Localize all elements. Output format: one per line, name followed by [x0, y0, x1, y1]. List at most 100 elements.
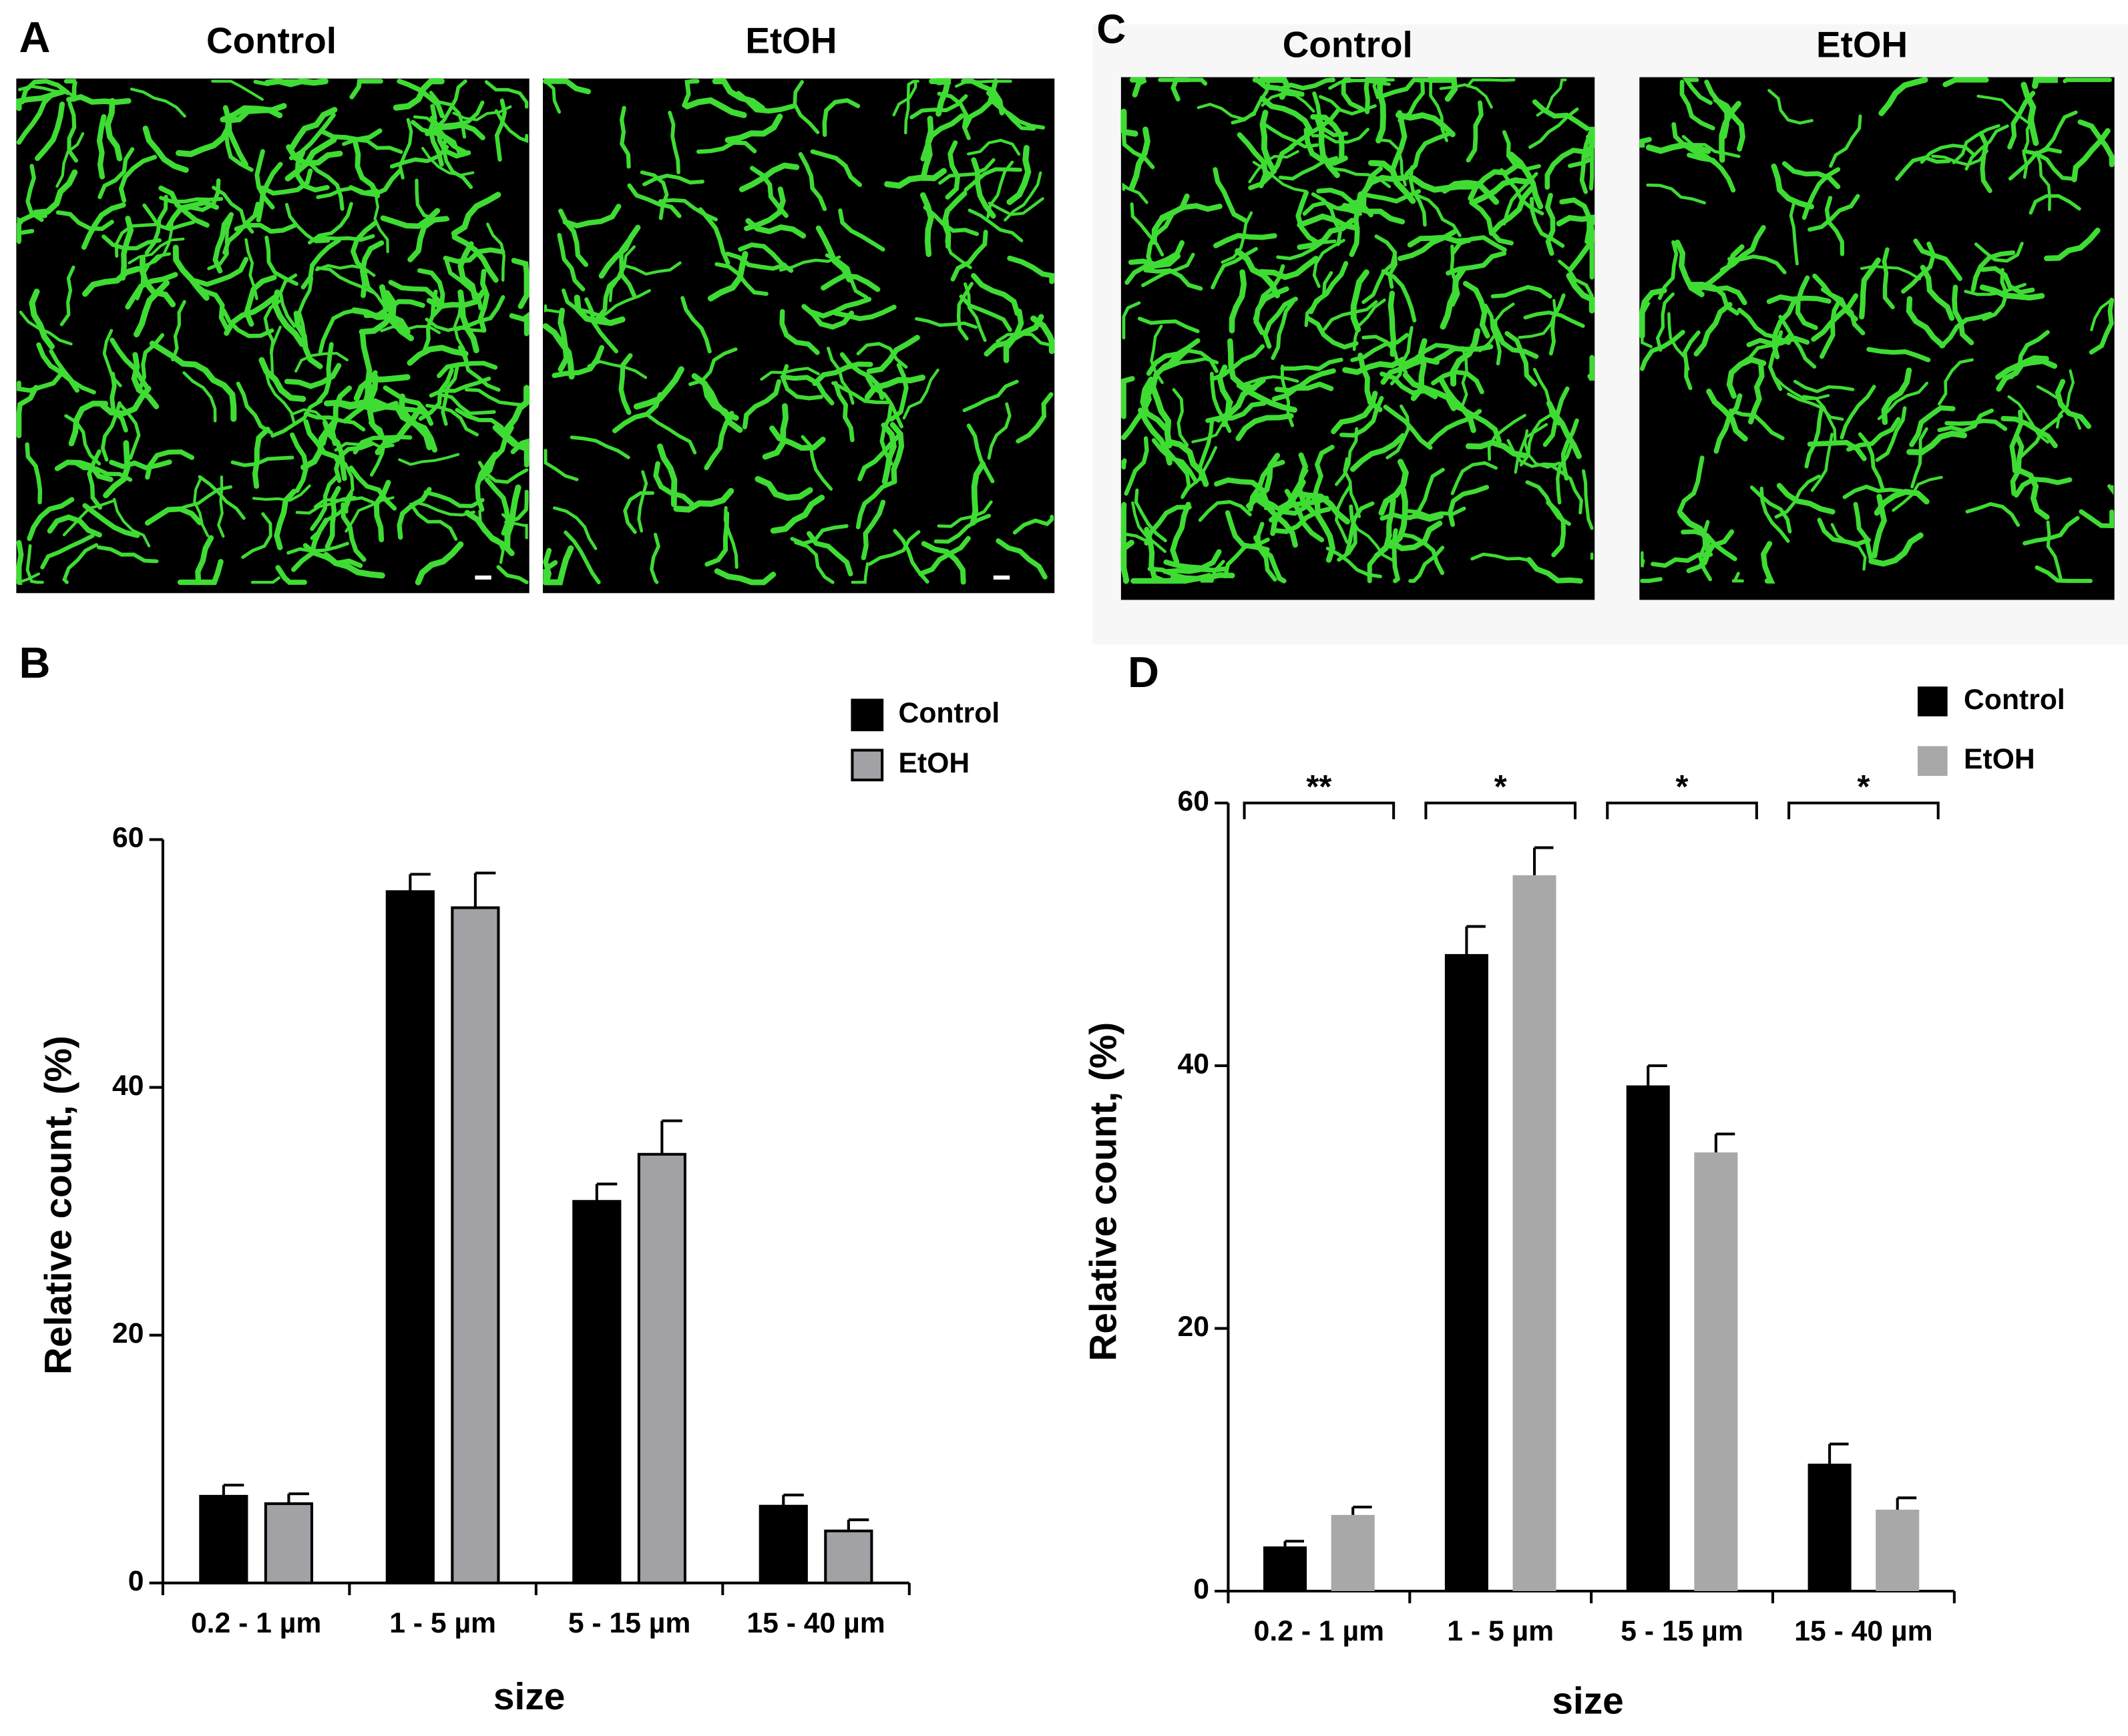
vessel: [865, 376, 904, 429]
vessel: [744, 186, 786, 232]
vessel: [1258, 256, 1319, 280]
vessel: [1651, 552, 1713, 568]
vessel: [16, 91, 55, 145]
vessel: [658, 198, 718, 222]
vessel: [1375, 77, 1386, 144]
vessel: [967, 138, 1021, 156]
vessel: [2023, 515, 2080, 546]
vessel: [1410, 175, 1474, 193]
vessel: [2036, 385, 2081, 430]
vessel: [1450, 235, 1507, 256]
vessel: [1129, 77, 1147, 97]
vessel: [1007, 255, 1055, 284]
vessel: [284, 202, 331, 244]
vessel: [264, 235, 299, 286]
vessel: [1293, 490, 1351, 525]
vessel: [1237, 132, 1269, 188]
vessel: [755, 476, 813, 501]
vessel: [1655, 292, 1675, 352]
vessel: [633, 366, 684, 410]
vessel: [544, 449, 579, 481]
vessel: [642, 174, 704, 186]
vessel: [457, 289, 479, 354]
vessel: [1237, 375, 1299, 388]
vessel: [1526, 557, 1583, 584]
vessel: [622, 261, 682, 276]
bar: [385, 890, 435, 1584]
vessel: [889, 363, 909, 422]
vessel: [397, 487, 432, 540]
vessel: [724, 114, 783, 144]
vessel: [2089, 297, 2115, 355]
vessel: [1134, 488, 1167, 543]
vessel: [1776, 483, 1836, 515]
vessel: [1447, 485, 1490, 527]
y-tick-label: 60: [1178, 785, 1209, 817]
vessel: [380, 208, 441, 229]
vessel: [1337, 504, 1357, 562]
vessel: [696, 140, 757, 154]
significance-bracket: [1243, 801, 1396, 819]
vessel: [1120, 539, 1134, 584]
y-tick-label: 20: [1178, 1311, 1209, 1343]
vessel: [594, 264, 626, 321]
vessel: [1404, 506, 1466, 519]
vessel: [1378, 459, 1409, 516]
vessel: [224, 119, 254, 172]
vessel: [1667, 312, 1690, 371]
vessel: [915, 316, 978, 329]
vessel: [1679, 79, 1715, 131]
vessel: [1978, 131, 1992, 194]
vessel: [618, 353, 633, 415]
vessel: [1390, 326, 1414, 386]
vessel: [1713, 97, 1745, 152]
bar: [264, 1502, 314, 1584]
vessel: [1488, 186, 1534, 236]
vessel: [511, 258, 529, 309]
vessel: [1198, 499, 1252, 522]
vessel: [288, 112, 336, 160]
vessel: [1468, 163, 1520, 202]
vessel: [220, 105, 283, 123]
vessel: [815, 225, 852, 283]
vessel: [2022, 149, 2077, 182]
vessel: [1122, 182, 1148, 204]
vessel: [1310, 114, 1345, 163]
vessel: [128, 237, 185, 264]
vessel: [2020, 81, 2039, 146]
vessel: [1952, 284, 1974, 346]
vessel: [707, 250, 749, 302]
vessel: [110, 371, 128, 433]
vessel: [1211, 246, 1258, 290]
vessel: [16, 385, 39, 439]
vessel: [1639, 137, 1652, 148]
vessel: [2009, 409, 2024, 473]
legend-label: Control: [899, 697, 1000, 729]
vessel: [359, 240, 385, 298]
vessel: [650, 532, 660, 584]
vessel: [704, 411, 734, 471]
vessel: [909, 94, 968, 120]
vessel: [1910, 427, 1928, 489]
vessel: [55, 132, 85, 188]
vessel: [921, 541, 966, 585]
vessel: [359, 290, 397, 335]
vessel: [1170, 501, 1191, 565]
vessel: [1303, 127, 1348, 166]
vessel: [781, 364, 823, 401]
vessel: [1544, 192, 1556, 256]
vessel: [393, 78, 445, 111]
vessel: [1514, 423, 1548, 474]
vessel: [558, 208, 589, 267]
vessel: [544, 304, 560, 314]
x-tick-label: 15 - 40 µm: [747, 1607, 885, 1639]
vessel: [158, 185, 210, 228]
vessel: [1375, 138, 1407, 187]
vessel: [1012, 514, 1054, 535]
vessel: [1399, 532, 1445, 576]
vessel: [1426, 409, 1482, 447]
vessel: [1681, 529, 1737, 562]
vessel: [1868, 532, 1924, 567]
vessel: [1976, 94, 2032, 126]
vessel: [769, 425, 826, 451]
